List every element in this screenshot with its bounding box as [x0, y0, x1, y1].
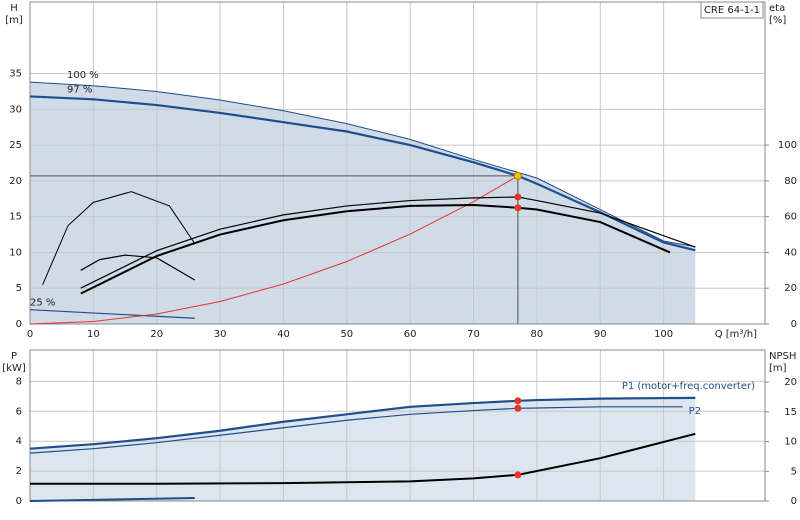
y-tick-label: 30 [9, 104, 22, 115]
x-tick-label: 10 [87, 329, 100, 340]
y2-tick-label: 5 [791, 466, 797, 477]
y2-axis-unit: [m] [769, 363, 787, 374]
y2-tick-label: 60 [784, 212, 797, 223]
title-box [700, 1, 764, 19]
x-tick-label: 100 [654, 329, 673, 340]
duty-point [514, 193, 522, 201]
y2-tick-label: 0 [791, 319, 797, 330]
y-tick-label: 4 [16, 436, 22, 447]
x-tick-label: 90 [594, 329, 607, 340]
y-tick-label: 0 [16, 319, 22, 330]
duty-point [514, 404, 522, 412]
y-tick-label: 15 [9, 212, 22, 223]
y-tick-label: 10 [9, 247, 22, 258]
y2-tick-label: 0 [791, 496, 797, 507]
curve-label: P2 [689, 406, 701, 417]
y2-tick-label: 10 [784, 437, 797, 448]
y-tick-label: 25 [9, 140, 22, 151]
x-tick-label: 0 [27, 329, 33, 340]
curve-label: 25 % [30, 298, 55, 309]
y2-tick-label: 20 [784, 283, 797, 294]
curve [29, 406, 683, 454]
duty-point [514, 204, 522, 212]
y2-axis-label: NPSH [769, 351, 796, 362]
x-tick-label: 40 [277, 329, 290, 340]
y2-tick-label: 15 [784, 407, 797, 418]
duty-point [514, 397, 522, 405]
curve-label: 100 % [67, 70, 99, 81]
y2-axis-unit: [%] [769, 15, 786, 26]
area-fill [30, 397, 696, 501]
x-tick-label: 50 [340, 329, 353, 340]
curve [42, 191, 196, 285]
y-tick-label: 8 [16, 376, 22, 387]
y-axis-label: P [11, 351, 17, 362]
curve [29, 81, 696, 248]
y-tick-label: 5 [16, 283, 22, 294]
y2-tick-label: 20 [784, 377, 797, 388]
y-tick-label: 0 [16, 496, 22, 507]
y-axis-label: H [10, 3, 18, 14]
x-tick-label: 30 [214, 329, 227, 340]
curve [30, 432, 696, 485]
y-tick-label: 35 [9, 69, 22, 80]
curve-label: 97 % [67, 84, 92, 95]
y2-axis-label: eta [769, 3, 785, 14]
curve [29, 175, 519, 325]
y2-tick-label: 100 [778, 140, 797, 151]
y-axis-unit: [m] [5, 15, 23, 26]
y-tick-label: 2 [16, 466, 22, 477]
curve [80, 196, 696, 289]
curve [80, 254, 196, 281]
curve-label: P1 (motor+freq.converter) [622, 381, 755, 392]
plot-frame [29, 1, 766, 325]
curve [29, 95, 696, 252]
curve [29, 396, 696, 450]
plot-frame [29, 349, 766, 502]
x-axis-label: Q [m³/h] [715, 329, 757, 340]
chart-title: CRE 64-1-1 [704, 5, 760, 16]
y2-tick-label: 80 [784, 176, 797, 187]
duty-point [513, 171, 522, 180]
x-tick-label: 60 [404, 329, 417, 340]
x-tick-label: 70 [467, 329, 480, 340]
y-tick-label: 6 [16, 406, 22, 417]
curve [80, 204, 671, 295]
curve [29, 497, 195, 502]
y-tick-label: 20 [9, 176, 22, 187]
y2-tick-label: 40 [784, 247, 797, 258]
area-fill [30, 82, 696, 325]
curve [29, 309, 195, 319]
y-axis-unit: [kW] [2, 363, 26, 374]
x-tick-label: 20 [150, 329, 163, 340]
x-tick-label: 80 [531, 329, 544, 340]
duty-point [514, 471, 522, 479]
